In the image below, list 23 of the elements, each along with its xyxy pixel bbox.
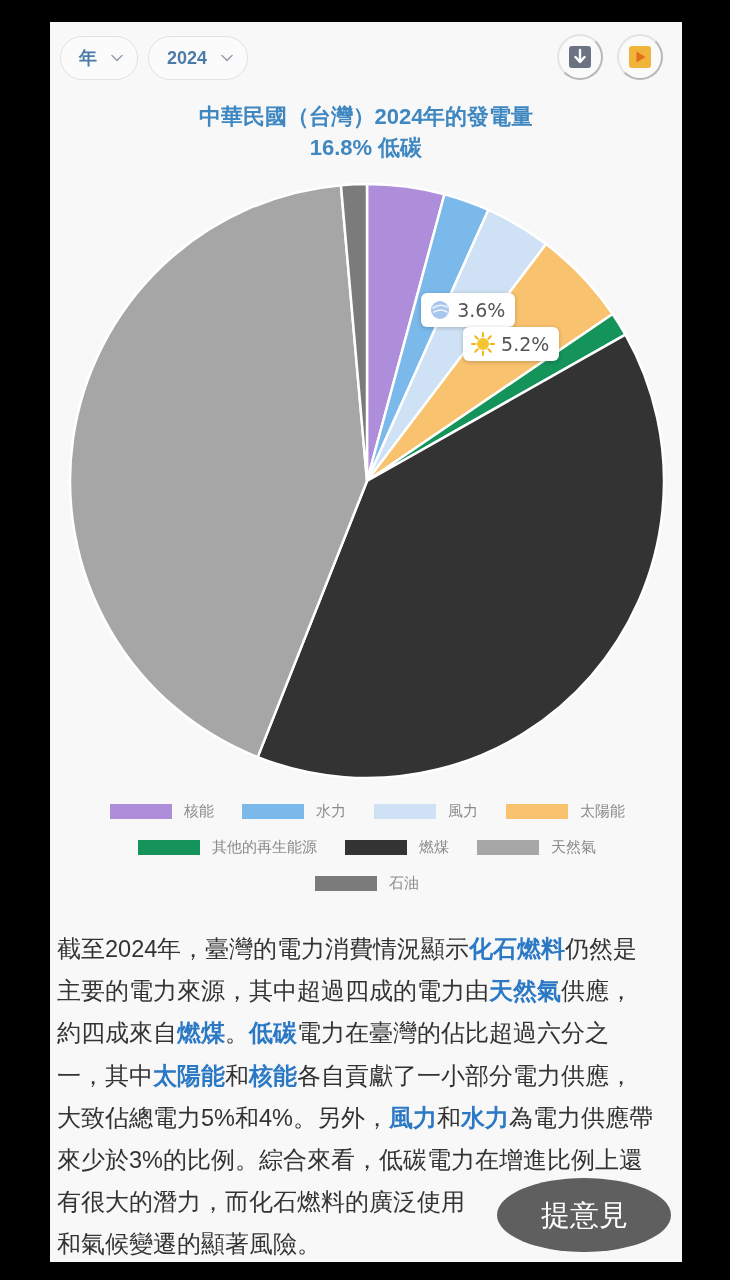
legend-label: 太陽能 — [579, 802, 625, 820]
legend-label: 石油 — [389, 874, 419, 892]
text: 大致佔總電力5%和4%。另外，風力和水力為電力供應帶 — [57, 1104, 653, 1131]
text: 提意見 — [540, 1199, 628, 1231]
chart-subtitle: 16.8% 低碳 — [309, 135, 423, 160]
text: 2024 — [167, 47, 208, 68]
legend-label: 其他的再生能源 — [212, 838, 317, 856]
text: 有很大的潛力，而化石燃料的廣泛使用 — [57, 1189, 465, 1216]
text: 截至2024年，臺灣的電力消費情況顯示化石燃料仍然是 — [57, 936, 638, 962]
legend-label: 風力 — [447, 802, 478, 820]
text: 年 — [79, 48, 97, 68]
data-label: 5.2% — [501, 332, 550, 355]
legend-label: 天然氣 — [551, 838, 596, 856]
text: 和氣候變遷的顯著風險。 — [57, 1231, 321, 1258]
legend-label: 核能 — [183, 802, 214, 820]
text: 一，其中太陽能和核能各自貢獻了一小部分電力供應， — [57, 1062, 633, 1089]
data-label: 3.6% — [457, 298, 506, 321]
legend-label: 水力 — [315, 802, 346, 820]
text: 來少於3%的比例。綜合來看，低碳電力在增進比例上還 — [57, 1147, 643, 1173]
text: 約四成來自燃煤。低碳電力在臺灣的佔比超過六分之 — [57, 1020, 609, 1047]
chart-title: 中華民國（台灣）2024年的發電量 — [198, 104, 534, 129]
text: 主要的電力來源，其中超過四成的電力由天然氣供應， — [57, 978, 633, 1005]
legend-label: 燃煤 — [419, 838, 449, 856]
